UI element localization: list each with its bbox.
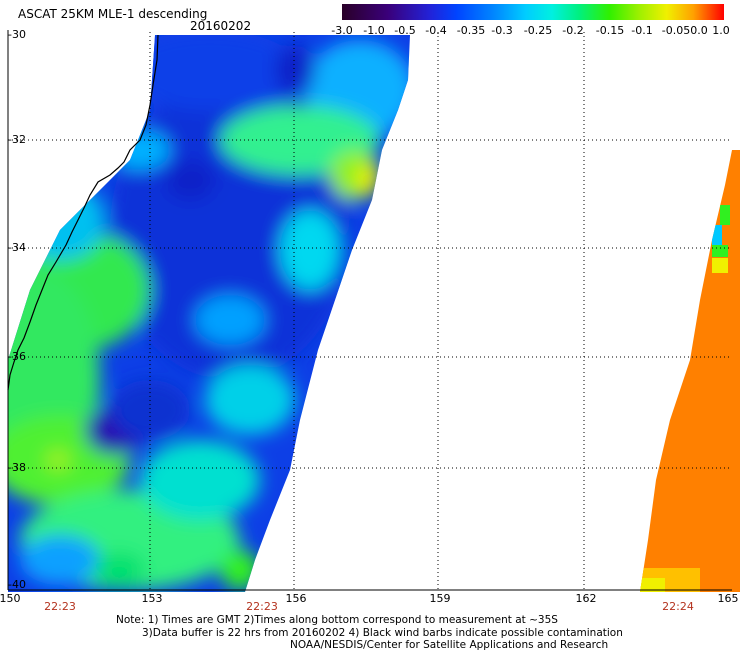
right-swath [640, 150, 740, 592]
map-title: ASCAT 25KM MLE-1 descending [18, 7, 208, 21]
left-swath [8, 35, 410, 592]
lat-label: -36 [8, 350, 26, 363]
axis-frame [7, 30, 732, 591]
note-line: NOAA/NESDIS/Center for Satellite Applica… [290, 639, 609, 651]
swath-time: 22:23 [246, 600, 278, 613]
colorbar-label: -0.05 [661, 24, 691, 37]
lon-label: 162 [575, 592, 597, 605]
lon-label: 156 [285, 592, 307, 605]
colorbar-label: -0.15 [595, 24, 625, 37]
lat-label: -32 [8, 133, 26, 146]
coastline [7, 34, 159, 391]
colorbar-label: -0.3 [491, 24, 513, 37]
lon-label: 159 [429, 592, 451, 605]
lat-label: -40 [8, 578, 26, 591]
note-line: Note: 1) Times are GMT 2)Times along bot… [116, 614, 558, 626]
lat-label: -34 [8, 241, 26, 254]
grid-lines [8, 32, 732, 590]
colorbar [342, 4, 724, 20]
swath-time: 22:24 [662, 600, 694, 613]
colorbar-label: -0.1 [631, 24, 653, 37]
colorbar-label: -0.4 [425, 24, 447, 37]
lon-label: 150 [0, 592, 21, 605]
colorbar-labels: -3.0 -1.0 -0.5 -0.4 -0.35 -0.3 -0.25 -0.… [330, 24, 740, 38]
lat-label: -30 [8, 28, 26, 41]
colorbar-label: -0.25 [523, 24, 553, 37]
map-date: 20160202 [190, 19, 252, 33]
colorbar-label: 0.0 [690, 24, 708, 37]
colorbar-label: -0.5 [394, 24, 416, 37]
colorbar-label: -0.2 [562, 24, 584, 37]
colorbar-label: -0.35 [456, 24, 486, 37]
lon-label: 165 [717, 592, 739, 605]
swath-time: 22:23 [44, 600, 76, 613]
colorbar-label: -3.0 [331, 24, 353, 37]
lon-label: 153 [141, 592, 163, 605]
colorbar-label: 1.0 [712, 24, 730, 37]
colorbar-label: -1.0 [363, 24, 385, 37]
lat-label: -38 [8, 461, 26, 474]
note-line: 3)Data buffer is 22 hrs from 20160202 4)… [142, 627, 623, 639]
